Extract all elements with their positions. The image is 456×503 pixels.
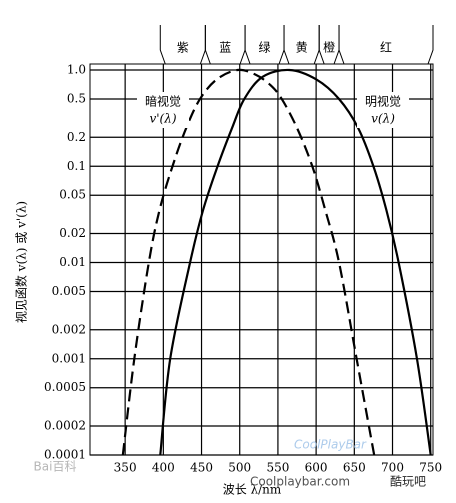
y-tick-label: 0.0005 [44,380,86,394]
y-tick-label: 0.005 [52,284,86,298]
curve-label: 暗视觉 [145,94,181,109]
x-tick-label: 600 [305,461,328,475]
x-tick-label: 350 [114,461,137,475]
band-label: 紫 [177,41,189,55]
y-axis-label: 视见函数 v(λ) 或 v'(λ) [14,201,29,323]
y-tick-label: 0.001 [52,351,86,365]
x-tick-label: 750 [419,461,442,475]
watermark: 酷玩吧 [390,475,426,489]
y-tick-label: 0.02 [59,226,86,240]
y-tick-label: 0.1 [67,159,86,173]
band-label: 红 [380,40,392,55]
x-tick-label: 500 [228,461,251,475]
y-tick-label: 1.0 [67,63,86,77]
y-tick-label: 0.002 [52,322,86,336]
y-tick-label: 0.0002 [44,419,86,433]
x-tick-label: 650 [343,461,366,475]
x-tick-label: 450 [190,461,213,475]
band-label: 绿 [259,40,271,55]
curve [159,68,432,455]
curve-label: v(λ) [371,112,395,126]
x-tick-label: 400 [152,461,175,475]
y-tick-label: 0.05 [59,188,86,202]
curve-label-bg [137,92,189,128]
y-tick-label: 0.01 [59,255,86,269]
curve-label-bg [357,92,409,128]
y-tick-label: 0.0001 [44,448,86,462]
band-outline [338,25,434,65]
curve-label: 明视觉 [365,94,401,109]
curve-label: v'(λ) [149,112,176,126]
y-tick-label: 0.5 [67,91,86,105]
watermark: CoolPlayBar [294,438,367,452]
band-label: 黄 [296,41,308,55]
y-tick-label: 0.2 [67,130,86,144]
x-tick-label: 700 [381,461,404,475]
curve [121,68,376,455]
watermark: Coolplaybar.com [250,475,350,489]
band-label: 蓝 [219,41,231,55]
x-tick-label: 550 [266,461,289,475]
watermark: Bai百科 [34,460,77,474]
band-label: 橙 [323,40,335,55]
x-axis-label: 波长 λ/nm [223,483,282,497]
